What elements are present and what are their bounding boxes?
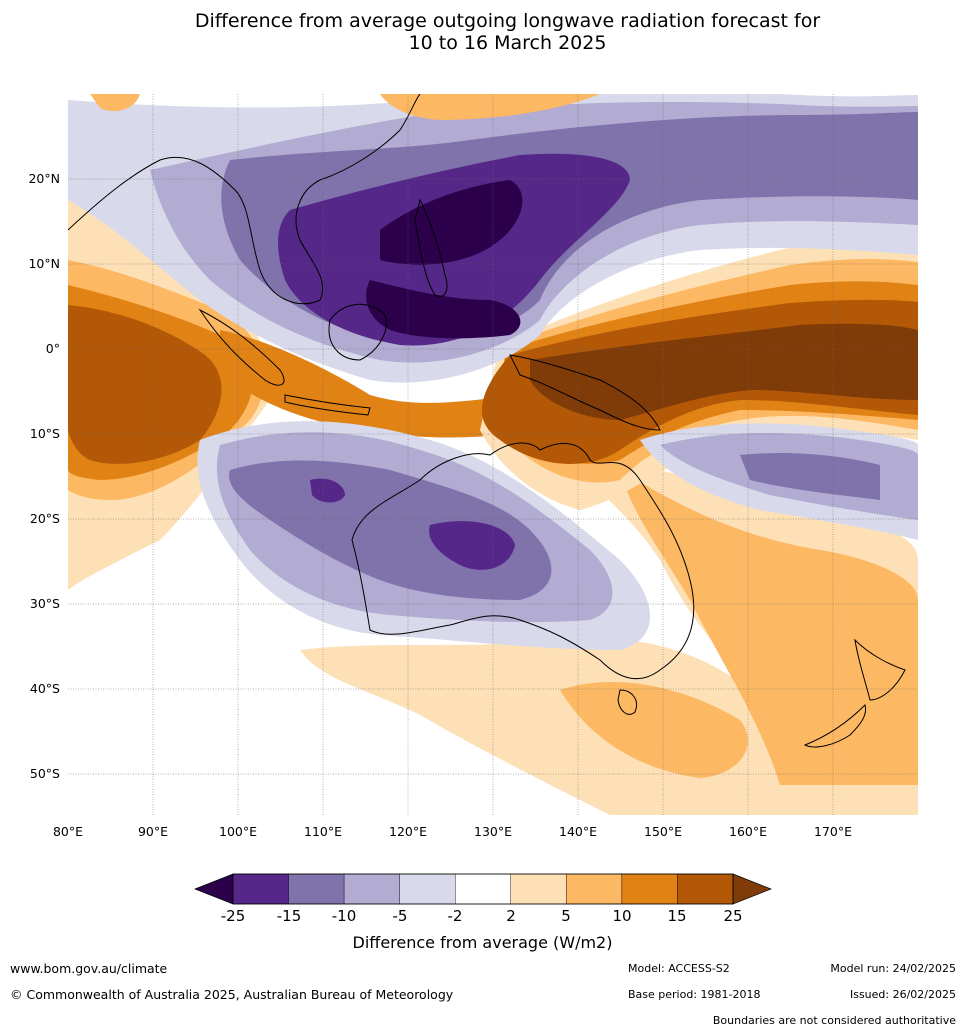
colorbar-cell — [510, 873, 567, 905]
contour-far-north-orange — [380, 94, 600, 120]
colorbar-cell — [621, 873, 678, 905]
colorbar-cell — [455, 873, 511, 905]
contour-aus-dark-2 — [429, 521, 515, 570]
coastlines — [68, 94, 906, 748]
lon-label-110e: 110°E — [303, 824, 343, 839]
contour-southern-orange — [560, 681, 748, 778]
contour-northwest-orange — [90, 94, 140, 112]
colorbar-tick: 2 — [506, 907, 516, 925]
colorbar-tick: -25 — [220, 907, 246, 925]
lat-label-50s: 50°S — [29, 766, 60, 781]
colorbar-frame — [232, 873, 734, 905]
colorbar-tick: -5 — [392, 907, 408, 925]
nz-south-coast — [803, 704, 867, 748]
title-line-2: 10 to 16 March 2025 — [408, 32, 607, 54]
contour-indian-brown — [68, 305, 222, 464]
colorbar-cell — [288, 873, 345, 905]
lat-label-10n: 10°N — [28, 256, 60, 271]
lon-label-130e: 130°E — [473, 824, 513, 839]
tasmania-coast — [617, 689, 637, 715]
footer-model-run: Model run: 24/02/2025 — [830, 962, 956, 975]
footer-boundaries: Boundaries are not considered authoritat… — [712, 1014, 956, 1027]
colorbar-title: Difference from average (W/m2) — [352, 933, 613, 952]
lat-label-10s: 10°S — [29, 426, 60, 441]
nz-north-coast — [854, 638, 906, 701]
sumatra-coast — [198, 308, 285, 386]
colorbar-tick: 25 — [723, 907, 743, 925]
asia-coast — [68, 94, 421, 305]
png-coast — [509, 354, 661, 431]
colorbar-tick: 10 — [612, 907, 632, 925]
lon-label-80e: 80°E — [52, 824, 84, 839]
lon-label-100e: 100°E — [218, 824, 258, 839]
contour-java-orange — [220, 330, 540, 438]
footer-base-period: Base period: 1981-2018 — [628, 988, 761, 1001]
java-coast — [284, 394, 371, 416]
colorbar-cell — [566, 873, 623, 905]
title-line-1: Difference from average outgoing longwav… — [194, 10, 821, 32]
lat-label-20s: 20°S — [29, 511, 60, 526]
lat-label-20n: 20°N — [28, 171, 60, 186]
philippines-coast — [414, 198, 448, 297]
footer-url[interactable]: www.bom.gov.au/climate — [10, 961, 168, 976]
contour-north-darkest — [380, 180, 523, 265]
contour-north-darkest-2 — [366, 280, 521, 339]
colorbar — [194, 873, 772, 905]
colorbar-cell — [343, 873, 400, 905]
lat-label-0: 0° — [45, 341, 60, 356]
footer-model: Model: ACCESS-S2 — [628, 962, 730, 975]
colorbar-tick: -2 — [447, 907, 463, 925]
footer-issued: Issued: 26/02/2025 — [849, 988, 956, 1001]
contour-sw-pacific-mid — [740, 453, 880, 500]
lat-label-30s: 30°S — [29, 596, 60, 611]
australia-coast — [351, 442, 695, 680]
map-title: Difference from average outgoing longwav… — [0, 10, 965, 54]
colorbar-low-extension — [194, 873, 234, 905]
colorbar-cell — [232, 873, 289, 905]
footer-copyright: © Commonwealth of Australia 2025, Austra… — [10, 987, 454, 1002]
colorbar-tick: -10 — [331, 907, 357, 925]
lat-label-40s: 40°S — [29, 681, 60, 696]
contour-tasman-orange — [620, 470, 918, 785]
colorbar-cell — [677, 873, 734, 905]
lon-label-170e: 170°E — [813, 824, 853, 839]
colorbar-high-extension — [732, 873, 772, 905]
contour-aus-dark — [310, 478, 345, 503]
lon-label-150e: 150°E — [643, 824, 683, 839]
colorbar-tick: -15 — [276, 907, 302, 925]
colorbar-tick: 5 — [561, 907, 571, 925]
lon-label-160e: 160°E — [728, 824, 768, 839]
lon-label-90e: 90°E — [137, 824, 169, 839]
lon-label-120e: 120°E — [388, 824, 428, 839]
colorbar-cell — [399, 873, 456, 905]
borneo-coast — [328, 303, 387, 361]
colorbar-tick: 15 — [667, 907, 687, 925]
graticule — [68, 94, 918, 815]
anomaly-field — [68, 94, 918, 815]
lon-label-140e: 140°E — [558, 824, 598, 839]
